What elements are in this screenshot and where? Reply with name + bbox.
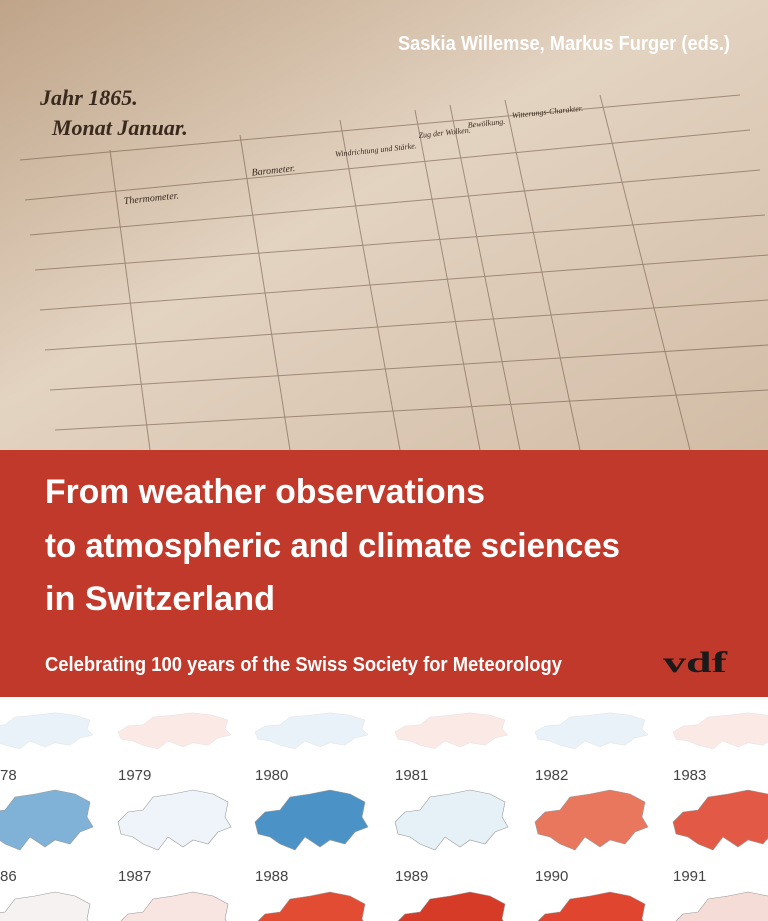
map-year: 86 bbox=[0, 868, 17, 885]
title-line: in Switzerland bbox=[45, 580, 275, 618]
ledger-year: Jahr 1865. bbox=[39, 85, 138, 110]
authors: Saskia Willemse, Markus Furger (eds.) bbox=[398, 33, 730, 55]
maps-area bbox=[0, 697, 768, 921]
title-line: From weather observations bbox=[45, 473, 485, 511]
ledger-photo bbox=[0, 0, 768, 450]
map-year: 1980 bbox=[255, 767, 288, 784]
map-year: 1989 bbox=[395, 868, 428, 885]
map-year: 1990 bbox=[535, 868, 568, 885]
map-year: 1982 bbox=[535, 767, 568, 784]
ledger-header: Barometer. bbox=[251, 163, 296, 179]
map-year: 1988 bbox=[255, 868, 288, 885]
title-line: to atmospheric and climate sciences bbox=[45, 527, 620, 565]
ledger-month: Monat Januar. bbox=[51, 115, 188, 140]
ledger-header: Bewölkung. bbox=[467, 117, 505, 130]
ledger-lines bbox=[19, 94, 768, 451]
map-year: 1983 bbox=[673, 767, 706, 784]
title-band bbox=[0, 450, 768, 697]
map-year: 1979 bbox=[118, 767, 151, 784]
map-year: 1991 bbox=[673, 868, 706, 885]
map-year: 1987 bbox=[118, 868, 151, 885]
map-grid: 78 1979 1980 1981 1982 1983 86 1987 1988 1989 1990… bbox=[0, 712, 768, 921]
publisher-logo: vdf bbox=[663, 646, 729, 679]
subtitle: Celebrating 100 years of the Swiss Socie… bbox=[45, 654, 563, 676]
map-year: 78 bbox=[0, 767, 17, 784]
map-year: 1981 bbox=[395, 767, 428, 784]
